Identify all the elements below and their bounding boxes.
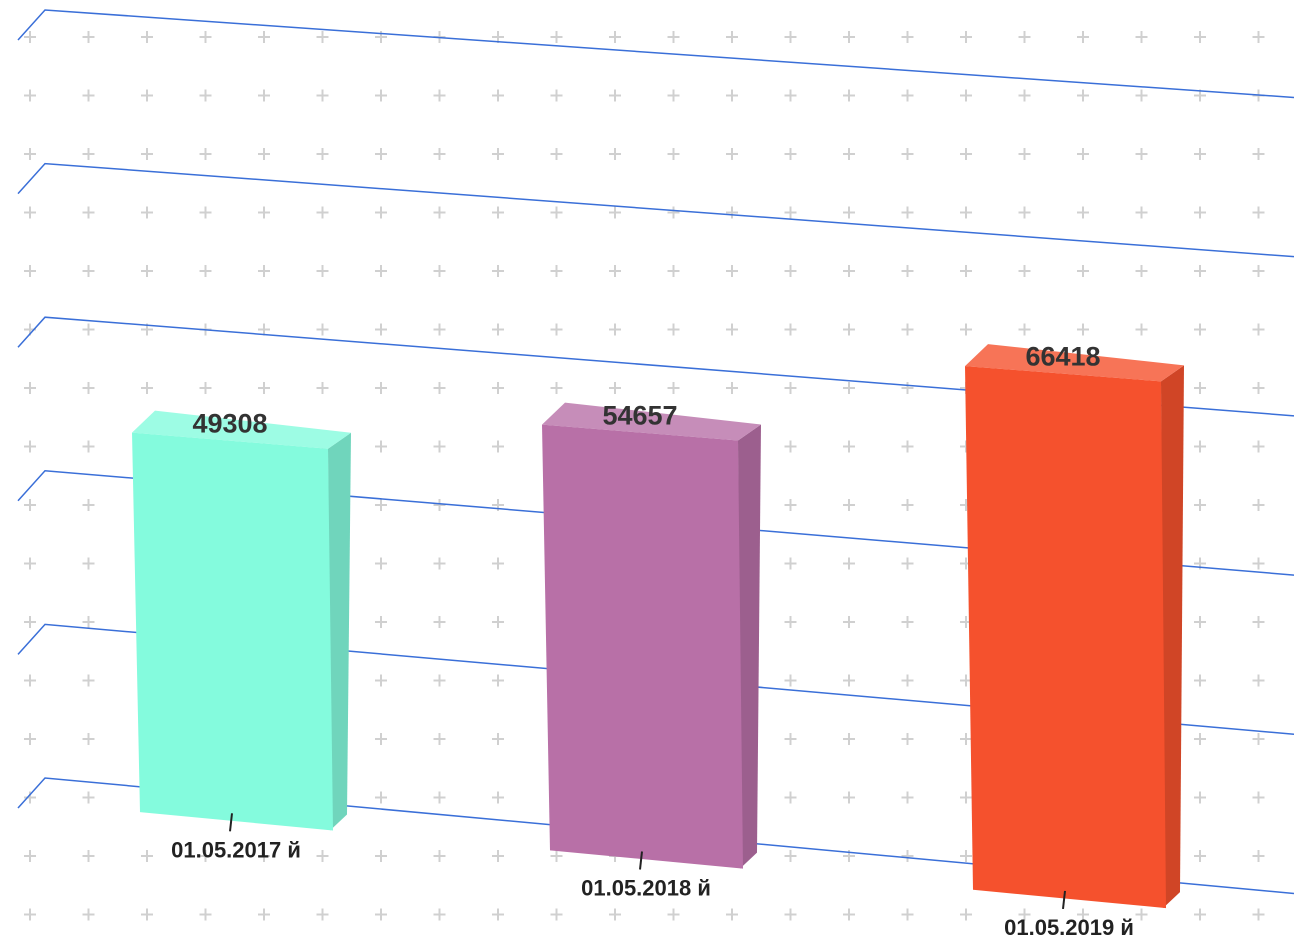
category-label: 01.05.2017 й: [171, 837, 301, 862]
value-label: 54657: [602, 401, 677, 431]
category-label: 01.05.2019 й: [1004, 915, 1134, 940]
category-label: 01.05.2018 й: [581, 876, 711, 901]
grid-line: [17, 162, 1294, 258]
bar-side: [1161, 365, 1184, 909]
grid-line: [17, 623, 1294, 736]
bar: [965, 366, 1166, 909]
value-label: 49308: [192, 409, 267, 439]
bar-side: [328, 432, 351, 831]
bar-top: [132, 410, 351, 449]
category-tick: [229, 813, 233, 832]
value-label: 66418: [1025, 342, 1100, 372]
category-tick: [1062, 890, 1066, 910]
bar: [542, 424, 743, 869]
grid-line: [17, 777, 1294, 895]
bar-top: [542, 402, 761, 441]
grid-line: [17, 470, 1294, 576]
grid-line: [17, 316, 1294, 417]
bar: [132, 432, 333, 831]
bar-side: [738, 424, 761, 869]
category-tick: [639, 851, 643, 870]
grid-line: [17, 9, 1294, 99]
bar-top: [965, 344, 1184, 382]
